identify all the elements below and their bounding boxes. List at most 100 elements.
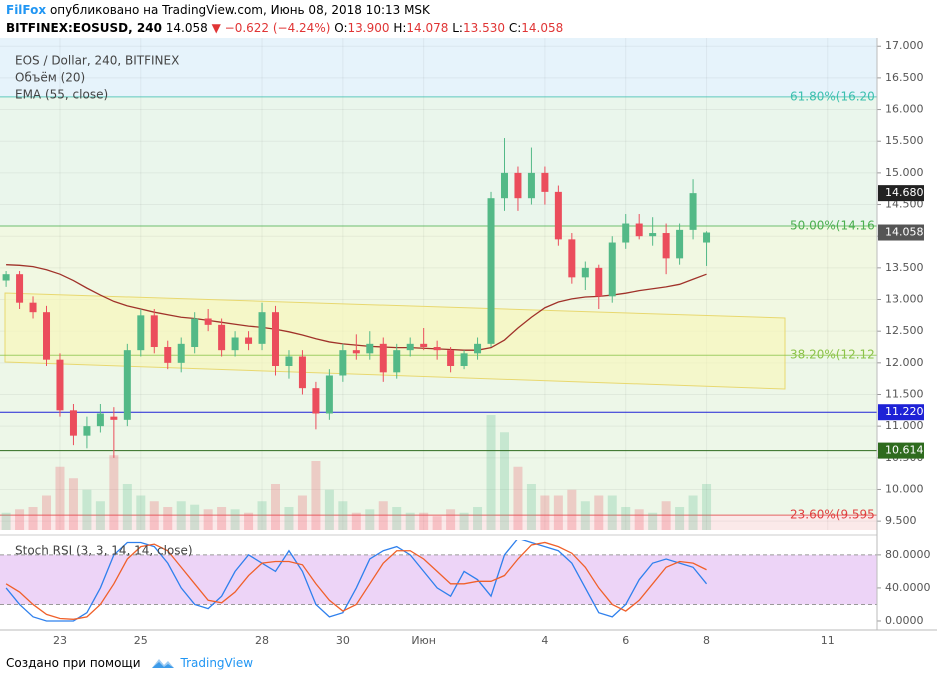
volume-bar xyxy=(1,512,11,530)
volume-bar xyxy=(271,484,280,530)
price-tag-label: 14.680 xyxy=(885,186,924,199)
volume-bar xyxy=(392,507,402,530)
candle-body xyxy=(676,229,684,259)
published: опубликовано на TradingView.com, Июнь 08… xyxy=(49,3,430,17)
volume-bar xyxy=(284,507,294,530)
volume-bar xyxy=(661,501,671,530)
symbol: BITFINEX:EOSUSD, 240 xyxy=(6,21,162,35)
volume-bar xyxy=(257,501,267,530)
candle-body xyxy=(272,312,279,366)
volume-bar xyxy=(432,516,442,530)
fib-band xyxy=(0,96,877,227)
stoch-tick-label: 0.0000 xyxy=(885,614,924,627)
candle-body xyxy=(433,347,441,351)
volume-bar xyxy=(594,495,604,530)
volume-bar xyxy=(15,509,25,530)
footer-brand[interactable]: TradingView xyxy=(180,656,254,670)
y-tick-label: 11.500 xyxy=(885,387,924,400)
candle-body xyxy=(420,343,428,348)
candle-body xyxy=(191,318,199,348)
candle-body xyxy=(379,343,387,373)
c-label: C: xyxy=(508,21,522,35)
candle-body xyxy=(177,343,185,363)
candle-body xyxy=(649,233,657,237)
volume-bar xyxy=(122,484,132,530)
candle-body xyxy=(527,172,535,199)
volume-bar xyxy=(634,509,644,530)
y-tick-label: 11.000 xyxy=(885,419,924,432)
stoch-tick-label: 40.0000 xyxy=(885,581,931,594)
x-tick-label: 23 xyxy=(53,634,67,647)
candle-body xyxy=(258,312,266,344)
volume-bar xyxy=(486,415,496,530)
volume-bar xyxy=(149,501,159,530)
volume-bar xyxy=(68,478,78,530)
price-tag xyxy=(878,185,924,202)
volume-bar xyxy=(28,507,38,530)
y-tick-label: 12.000 xyxy=(885,356,924,369)
volume-bar xyxy=(351,512,361,530)
volume-bar xyxy=(365,509,375,530)
candle-body xyxy=(406,343,414,351)
x-tick-label: 8 xyxy=(703,634,710,647)
volume-bar xyxy=(324,489,334,530)
x-tick-label: 30 xyxy=(336,634,350,647)
chart: 61.80%(16.20 50.00%(14.16 38.20%(12.12 23.6… xyxy=(0,38,937,647)
volume-bar xyxy=(82,489,92,530)
last: 14.058 xyxy=(165,21,208,35)
tv-logo xyxy=(151,659,174,668)
stoch-k-line xyxy=(5,540,708,622)
candle-body xyxy=(83,426,91,436)
candle-body xyxy=(460,353,468,366)
candle-body xyxy=(474,343,482,354)
trend-channel xyxy=(4,292,786,390)
volume-bar xyxy=(297,495,307,530)
volume-bar xyxy=(648,512,658,530)
candle-body xyxy=(69,410,77,436)
candle-body xyxy=(285,356,293,366)
volume-bar xyxy=(553,495,563,530)
candle-body xyxy=(96,413,104,427)
y-tick-label: 15.500 xyxy=(885,134,924,147)
l-label: L: xyxy=(452,21,463,35)
candle-body xyxy=(218,324,226,351)
fib-band xyxy=(0,38,877,97)
volume-bar xyxy=(42,495,52,530)
volume-bar xyxy=(473,507,483,530)
price-tag xyxy=(878,442,924,459)
volume-bar xyxy=(580,501,590,530)
y-tick-label: 16.000 xyxy=(885,103,924,116)
volume-bar xyxy=(244,512,254,530)
y-tick-label: 13.500 xyxy=(885,261,924,274)
candle-body xyxy=(352,350,360,354)
candle-body xyxy=(2,274,10,281)
volume-bar xyxy=(190,504,200,530)
volume-bar xyxy=(311,461,321,530)
footer-text: Создано при помощи xyxy=(6,656,141,670)
fib-label: 38.20%(12.12 xyxy=(790,348,875,362)
stoch-d-line xyxy=(5,541,707,620)
volume-bar xyxy=(702,484,712,530)
volume-bar xyxy=(567,489,577,530)
candle-body xyxy=(608,242,616,297)
volume-bar xyxy=(526,484,536,530)
candle-body xyxy=(541,172,549,192)
fib-band xyxy=(0,515,877,530)
volume-bar xyxy=(217,507,227,530)
volume-bar xyxy=(675,507,685,530)
user[interactable]: FilFox xyxy=(6,3,47,17)
x-tick-label: Июн xyxy=(411,634,436,647)
volume-bar xyxy=(338,501,348,530)
candle-body xyxy=(393,350,401,373)
candle-body xyxy=(595,267,603,297)
candle-body xyxy=(123,350,131,420)
volume-bar xyxy=(446,509,456,530)
volume-bar xyxy=(176,501,186,530)
volume-bar xyxy=(405,512,415,530)
volume-bar xyxy=(163,507,173,530)
volume-bar xyxy=(513,466,523,530)
y-tick-label: 12.500 xyxy=(885,324,924,337)
fib-label: 61.80%(16.20 xyxy=(790,89,875,103)
y-tick-label: 15.000 xyxy=(885,166,924,179)
